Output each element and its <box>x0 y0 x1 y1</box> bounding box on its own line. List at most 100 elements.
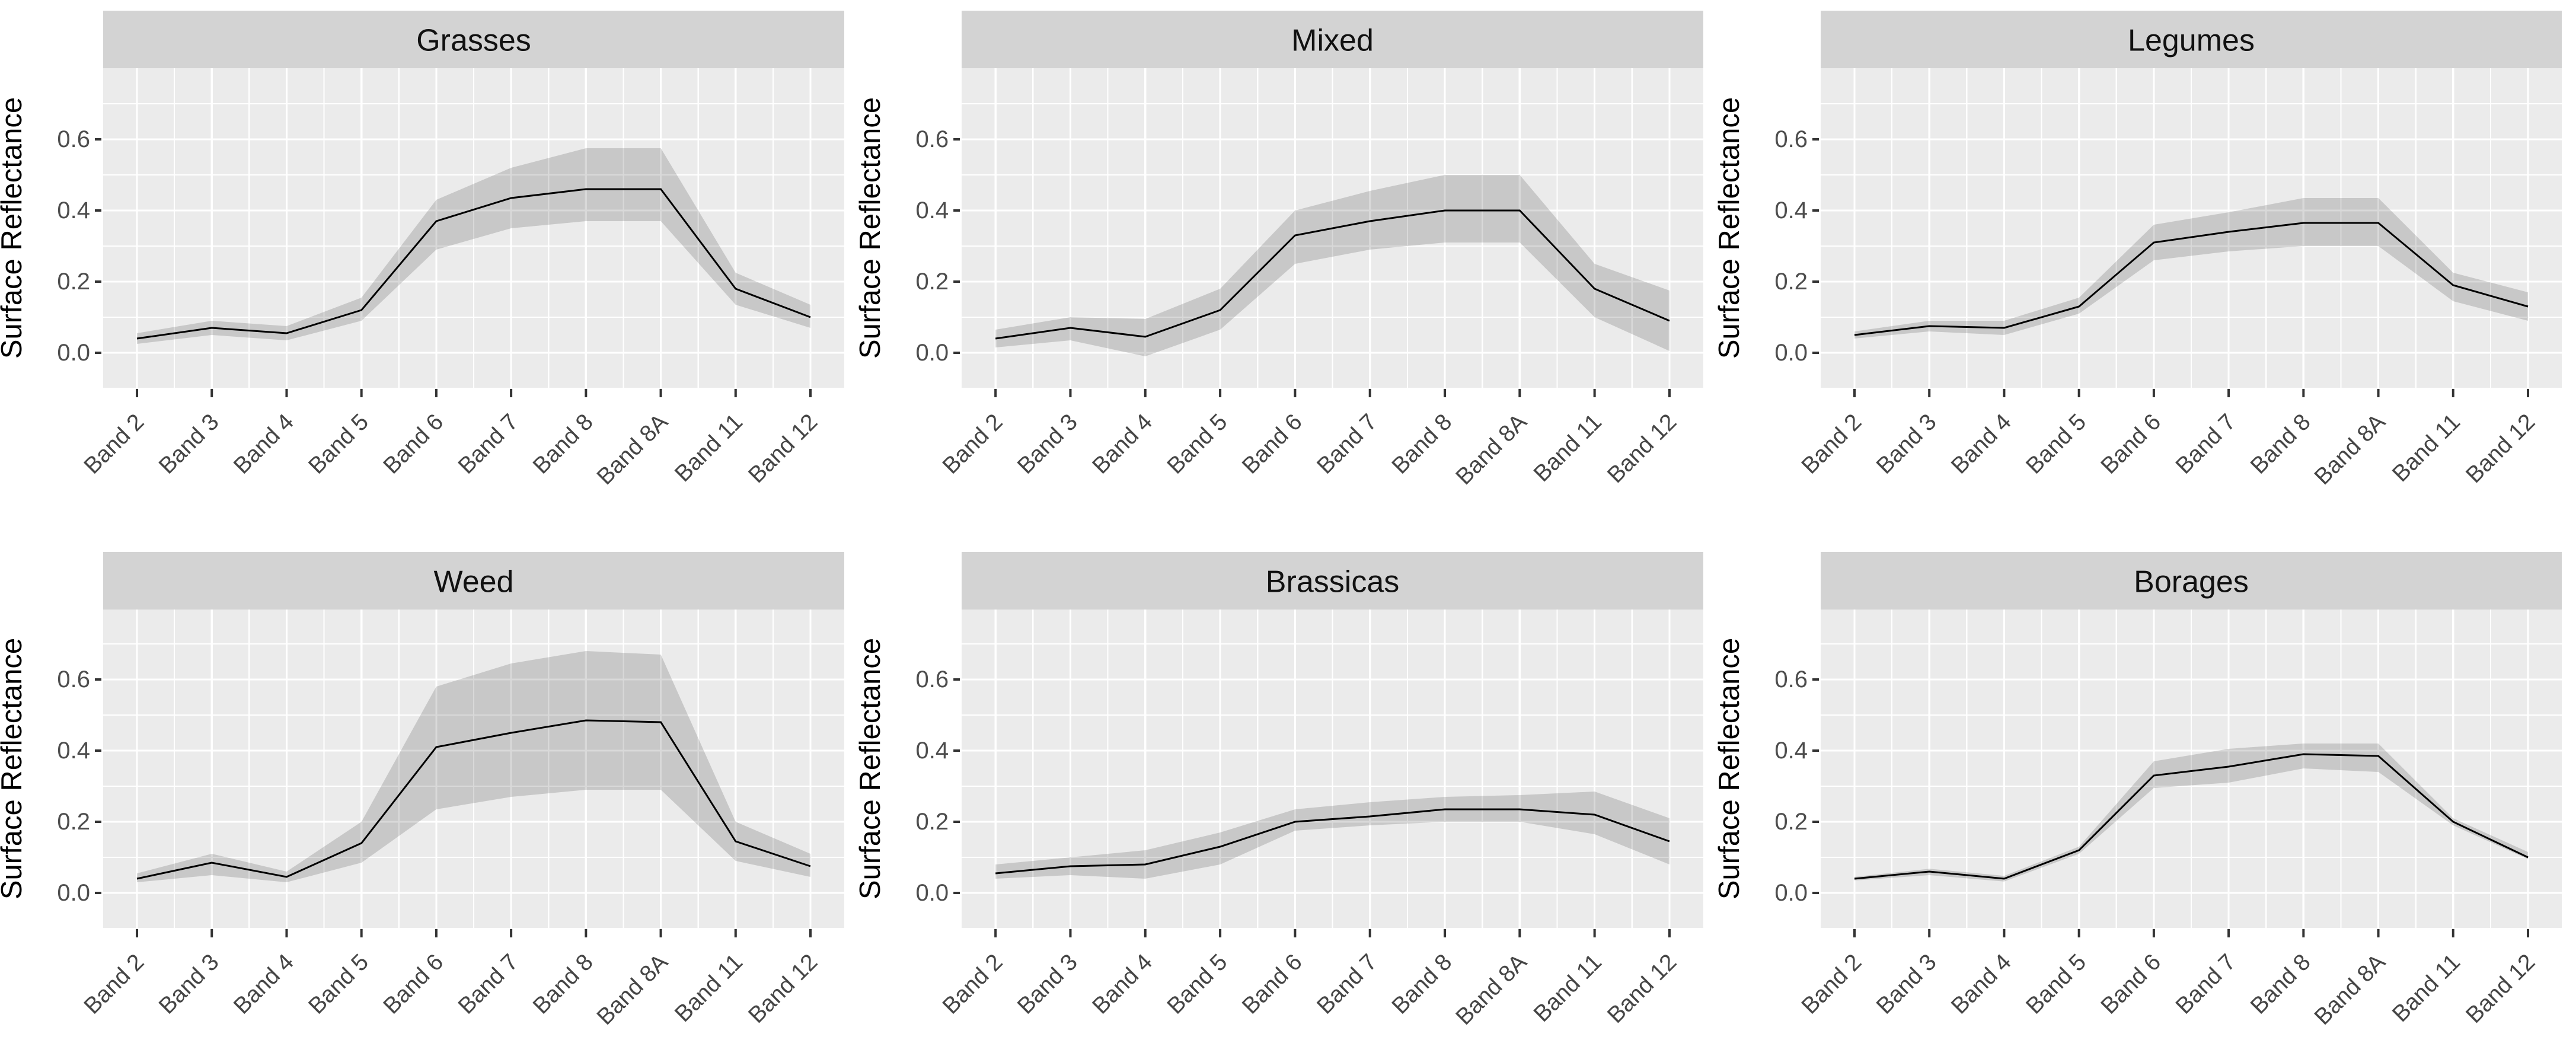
facet-strip <box>103 552 844 610</box>
mean-line <box>995 209 1670 340</box>
y-tick-label: 0.2 <box>915 269 949 295</box>
x-tick-label: Band 12 <box>1603 949 1681 1028</box>
y-tick-label: 0.0 <box>57 340 90 366</box>
panel-grid <box>103 610 844 928</box>
x-tick-label: Band 6 <box>2096 409 2166 479</box>
y-tick-label: 0.2 <box>1774 809 1808 835</box>
y-tick-label: 0.6 <box>57 126 90 152</box>
x-tick-label: Band 11 <box>2387 409 2465 487</box>
x-tick-label: Band 7 <box>454 949 524 1019</box>
y-axis-title: Surface Reflectance <box>1718 97 1745 359</box>
facet-strip <box>103 11 844 68</box>
facet-grasses: Grasses 0.0 0.2 0.4 0.6 Band 2 Band 3 Band 4 Ban… <box>0 0 858 551</box>
facet-mixed: Mixed 0.0 0.2 0.4 0.6 Band 2 Band 3 Band 4 Band … <box>858 0 1718 551</box>
y-tick-label: 0.2 <box>1774 269 1808 295</box>
x-tick-label: Band 4 <box>1946 949 2016 1019</box>
x-tick-label: Band 8 <box>1387 409 1457 479</box>
x-tick-label: Band 11 <box>670 409 748 487</box>
x-tick-label: Band 2 <box>1797 409 1867 479</box>
x-tick-label: Band 3 <box>1013 409 1083 479</box>
facet-strip <box>1821 11 2562 68</box>
x-tick-label: Band 11 <box>1529 949 1607 1027</box>
x-tick-label: Band 7 <box>2171 409 2241 479</box>
mean-line <box>136 188 811 340</box>
y-tick-label: 0.4 <box>57 197 90 224</box>
y-tick-label: 0.6 <box>57 666 90 693</box>
panel-grid <box>1821 610 2562 928</box>
x-tick-label: Band 8A <box>2310 409 2390 490</box>
x-tick-label: Band 8 <box>2246 949 2316 1019</box>
x-tick-label: Band 5 <box>1163 409 1233 479</box>
mean-line <box>1854 222 2529 336</box>
facet-title: Grasses <box>416 24 531 58</box>
mean-line <box>995 808 1670 875</box>
x-tick-label: Band 5 <box>2021 409 2091 479</box>
x-tick-label: Band 11 <box>670 949 748 1027</box>
y-tick-label: 0.2 <box>57 809 90 835</box>
x-tick-label: Band 4 <box>1946 409 2016 479</box>
x-tick-label: Band 4 <box>1087 949 1157 1019</box>
x-tick-label: Band 5 <box>1163 949 1233 1019</box>
y-tick-label: 0.6 <box>915 126 949 152</box>
mean-line <box>1854 753 2529 880</box>
facet-title: Brassicas <box>1266 565 1399 599</box>
x-tick-label: Band 8 <box>1387 949 1457 1019</box>
facet-title: Mixed <box>1291 24 1374 58</box>
x-tick-label: Band 12 <box>743 949 822 1028</box>
x-tick-label: Band 7 <box>1312 409 1382 479</box>
y-tick-label: 0.4 <box>915 738 949 764</box>
x-tick-label: Band 3 <box>154 409 224 479</box>
facet-title: Weed <box>434 565 514 599</box>
x-tick-label: Band 7 <box>454 409 524 479</box>
x-tick-label: Band 6 <box>1237 409 1307 479</box>
x-tick-label: Band 5 <box>2021 949 2091 1019</box>
confidence-ribbon <box>995 175 1670 356</box>
x-tick-label: Band 2 <box>79 949 149 1019</box>
panel-grid <box>1821 68 2562 388</box>
facet-chart-weed: Weed 0.0 0.2 0.4 0.6 Band 2 Band 3 Band 4 Band 5… <box>0 552 844 1030</box>
y-tick-label: 0.6 <box>915 666 949 693</box>
x-tick-label: Band 6 <box>1237 949 1307 1019</box>
x-tick-label: Band 11 <box>1529 409 1607 487</box>
x-tick-label: Band 4 <box>229 949 299 1019</box>
facet-title: Legumes <box>2128 24 2255 58</box>
y-axis-title: Surface Reflectance <box>858 97 886 359</box>
x-tick-label: Band 4 <box>229 409 299 479</box>
x-tick-label: Band 8A <box>1451 949 1531 1030</box>
x-tick-label: Band 2 <box>79 409 149 479</box>
x-tick-label: Band 2 <box>1797 949 1867 1019</box>
facet-strip <box>1821 552 2562 610</box>
x-tick-label: Band 8A <box>2310 949 2390 1030</box>
mean-line <box>136 719 811 880</box>
facet-strip <box>962 11 1703 68</box>
facet-title: Borages <box>2134 565 2249 599</box>
y-axis-title: Surface Reflectance <box>1718 638 1745 899</box>
x-tick-label: Band 11 <box>2387 949 2465 1027</box>
y-tick-label: 0.2 <box>915 809 949 835</box>
x-tick-label: Band 12 <box>743 409 822 488</box>
y-tick-label: 0.0 <box>1774 880 1808 906</box>
panel-grid <box>962 610 1703 928</box>
x-tick-label: Band 12 <box>2461 409 2540 488</box>
confidence-ribbon <box>137 148 810 344</box>
x-tick-label: Band 8 <box>528 409 598 479</box>
facet-strip <box>962 552 1703 610</box>
x-tick-label: Band 6 <box>378 409 448 479</box>
y-tick-label: 0.2 <box>57 269 90 295</box>
y-tick-label: 0.0 <box>1774 340 1808 366</box>
x-tick-label: Band 8 <box>2246 409 2316 479</box>
x-tick-label: Band 8 <box>528 949 598 1019</box>
facet-borages: Borages 0.0 0.2 0.4 0.6 Band 2 Band 3 Band 4 Ban… <box>1718 551 2576 1037</box>
y-tick-label: 0.0 <box>915 880 949 906</box>
x-tick-label: Band 7 <box>1312 949 1382 1019</box>
x-tick-label: Band 2 <box>938 409 1008 479</box>
y-tick-label: 0.6 <box>1774 126 1808 152</box>
y-tick-label: 0.4 <box>1774 197 1808 224</box>
x-tick-label: Band 12 <box>2461 949 2540 1028</box>
facet-chart-grasses: Grasses 0.0 0.2 0.4 0.6 Band 2 Band 3 Band 4 Ban… <box>0 11 844 490</box>
x-tick-label: Band 3 <box>1872 409 1942 479</box>
